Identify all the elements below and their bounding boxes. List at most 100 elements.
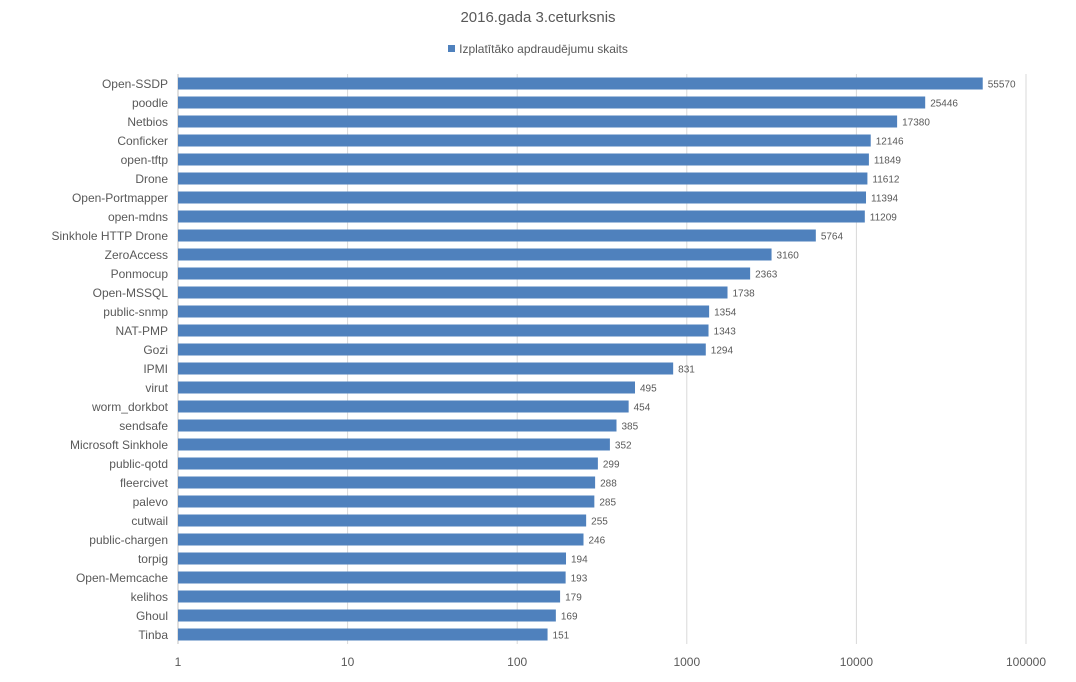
bar [178,438,610,451]
bar [178,609,556,622]
data-label: 11209 [870,213,898,224]
data-label: 194 [571,555,588,566]
data-label: 831 [678,365,695,376]
bar [178,191,867,204]
data-label: 285 [599,498,616,509]
data-label: 169 [561,612,578,623]
bar [178,628,548,641]
bar [178,343,706,356]
category-label: Ghoul [136,609,168,623]
legend-swatch [448,45,456,52]
chart-legend: Izplatītāko apdraudējumu skaits [0,42,1076,56]
data-label: 299 [603,460,620,471]
bar [178,495,595,508]
data-label: 495 [640,384,657,395]
category-label: Open-MSSQL [93,286,169,300]
category-label: Gozi [143,343,168,357]
bar [178,115,898,128]
bar [178,419,617,432]
category-label: Open-Memcache [76,571,168,585]
bar [178,381,636,394]
category-label: IPMI [143,362,168,376]
data-label: 454 [634,403,651,414]
category-label: Tinba [138,628,168,642]
category-label: cutwail [131,514,168,528]
bar [178,286,728,299]
data-label: 352 [615,441,632,452]
data-label: 151 [553,631,570,642]
data-label: 11394 [871,194,899,205]
data-label: 1354 [714,308,737,319]
bar [178,267,751,280]
data-label: 1738 [733,289,756,300]
category-label: open-mdns [108,210,168,224]
category-label: ZeroAccess [105,248,168,262]
category-label: public-snmp [103,305,168,319]
x-tick-label: 10000 [840,655,874,669]
data-label: 55570 [988,80,1016,91]
category-label: public-qotd [109,457,168,471]
bar [178,153,869,166]
category-label: torpig [138,552,168,566]
bar [178,552,567,565]
data-label: 1343 [714,327,737,338]
x-tick-label: 10 [341,655,355,669]
category-label: public-chargen [89,533,168,547]
bar [178,210,865,223]
category-label: poodle [132,96,168,110]
data-label: 2363 [755,270,778,281]
data-label: 11612 [872,175,900,186]
data-label: 385 [621,422,638,433]
category-label: Open-Portmapper [72,191,168,205]
category-label: virut [145,381,168,395]
bar [178,172,868,185]
x-tick-label: 1000 [673,655,700,669]
data-label: 12146 [876,137,904,148]
data-label: 255 [591,517,608,528]
x-tick-label: 1 [175,655,182,669]
category-label: NAT-PMP [116,324,168,338]
bar [178,305,710,318]
data-label: 25446 [930,99,958,110]
bar [178,324,709,337]
bar [178,362,674,375]
bar [178,533,584,546]
bar [178,400,629,413]
bar [178,229,816,242]
x-tick-label: 100000 [1006,655,1046,669]
category-label: Sinkhole HTTP Drone [52,229,169,243]
category-label: fleercivet [120,476,169,490]
data-label: 246 [589,536,606,547]
category-label: Ponmocup [111,267,169,281]
data-label: 179 [565,593,582,604]
category-label: kelihos [131,590,168,604]
category-label: open-tftp [121,153,169,167]
x-tick-label: 100 [507,655,527,669]
data-label: 5764 [821,232,844,243]
category-label: Conficker [117,134,168,148]
data-label: 1294 [711,346,734,357]
category-label: Drone [135,172,168,186]
bar [178,514,587,527]
data-label: 17380 [902,118,930,129]
legend-label: Izplatītāko apdraudējumu skaits [459,42,628,56]
chart-title: 2016.gada 3.ceturksnis [460,9,616,26]
bar [178,248,772,261]
category-label: palevo [133,495,169,509]
category-label: sendsafe [119,419,168,433]
bar [178,96,926,109]
bar [178,590,561,603]
bar [178,476,596,489]
bar [178,571,566,584]
data-label: 11849 [874,156,902,167]
bar [178,457,598,470]
bar [178,134,871,147]
category-label: worm_dorkbot [91,400,169,414]
category-label: Microsoft Sinkhole [70,438,168,452]
data-label: 193 [571,574,588,585]
category-label: Open-SSDP [102,77,168,91]
data-label: 3160 [777,251,800,262]
category-label: Netbios [127,115,168,129]
